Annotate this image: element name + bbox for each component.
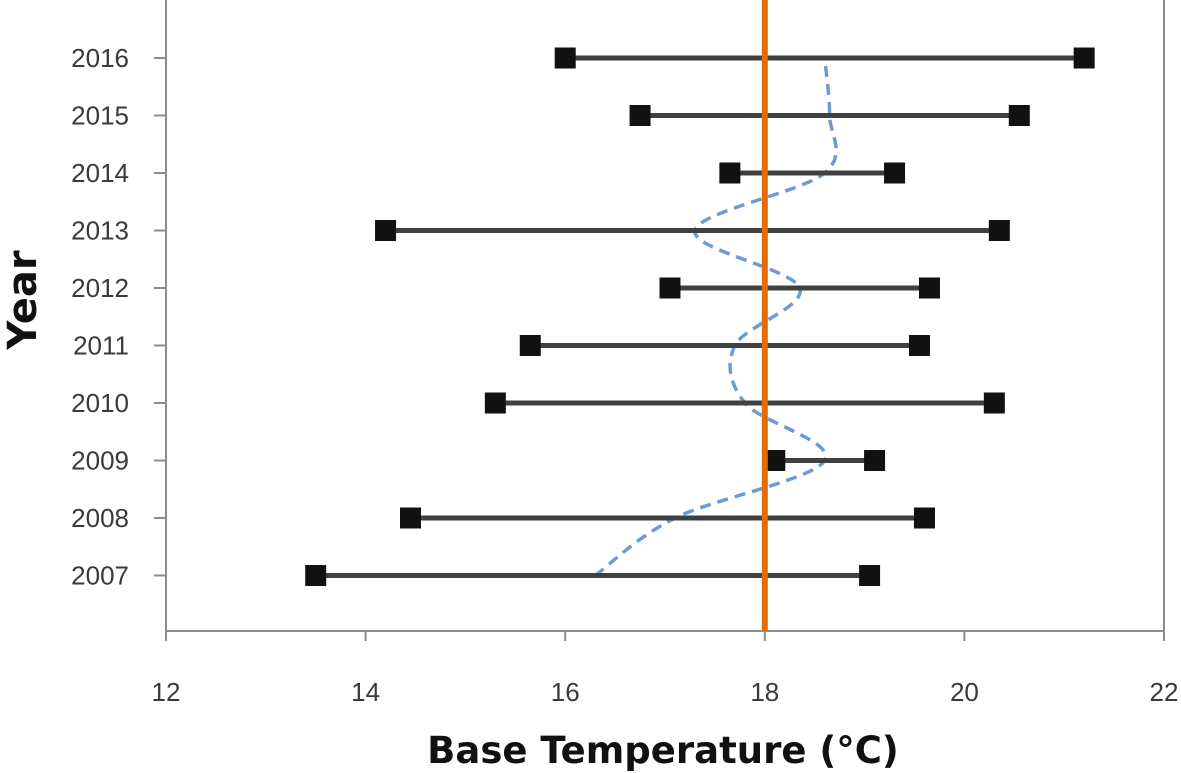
range-high-marker-2010 (983, 392, 1005, 414)
dashed-curve (594, 57, 838, 577)
x-tick-label: 22 (1150, 677, 1179, 707)
x-tick-label: 12 (152, 677, 181, 707)
range-low-marker-2011 (519, 335, 541, 356)
range-low-marker-2009 (764, 450, 786, 471)
range-low-marker-2016 (554, 47, 576, 69)
range-high-marker-2011 (908, 335, 930, 356)
y-tick-label: 2016 (71, 43, 129, 73)
x-axis: 12 14 16 18 20 22 (152, 631, 1179, 707)
y-tick-label: 2012 (71, 273, 129, 303)
range-high-marker-2012 (918, 277, 940, 299)
y-tick-label: 2008 (71, 503, 129, 533)
y-axis-title: Year (0, 250, 46, 350)
range-high-marker-2016 (1073, 47, 1095, 69)
range-high-marker-2008 (913, 507, 935, 529)
y-tick-label: 2013 (71, 216, 129, 246)
range-low-marker-2012 (659, 277, 681, 299)
y-tick-label: 2015 (71, 101, 129, 131)
y-tick-label: 2010 (71, 388, 129, 418)
range-high-marker-2014 (884, 162, 906, 184)
range-high-marker-2013 (988, 220, 1010, 241)
range-low-marker-2014 (719, 162, 741, 184)
range-low-marker-2013 (375, 220, 397, 241)
dashed-curve-layer (594, 57, 838, 577)
plot-frame (165, 0, 1165, 632)
range-low-marker-2010 (484, 392, 506, 414)
x-tick-label: 18 (750, 677, 779, 707)
range-high-marker-2007 (859, 565, 881, 586)
range-low-marker-2007 (305, 565, 327, 586)
range-high-marker-2009 (864, 450, 886, 471)
x-tick-label: 16 (551, 677, 580, 707)
y-tick-label: 2007 (71, 561, 129, 591)
y-tick-label: 2009 (71, 446, 129, 476)
range-low-marker-2008 (400, 507, 422, 529)
y-tick-label: 2014 (71, 158, 129, 188)
x-tick-label: 14 (351, 677, 380, 707)
x-tick-label: 20 (950, 677, 979, 707)
range-high-marker-2015 (1008, 105, 1030, 126)
range-low-marker-2015 (629, 105, 651, 126)
y-axis: 2016 2015 2014 2013 2012 2011 2010 2009 2008 2007 (71, 43, 166, 591)
range-layer (305, 47, 1095, 586)
x-axis-title: Base Temperature (°C) (427, 729, 899, 772)
y-tick-label: 2011 (73, 331, 129, 361)
